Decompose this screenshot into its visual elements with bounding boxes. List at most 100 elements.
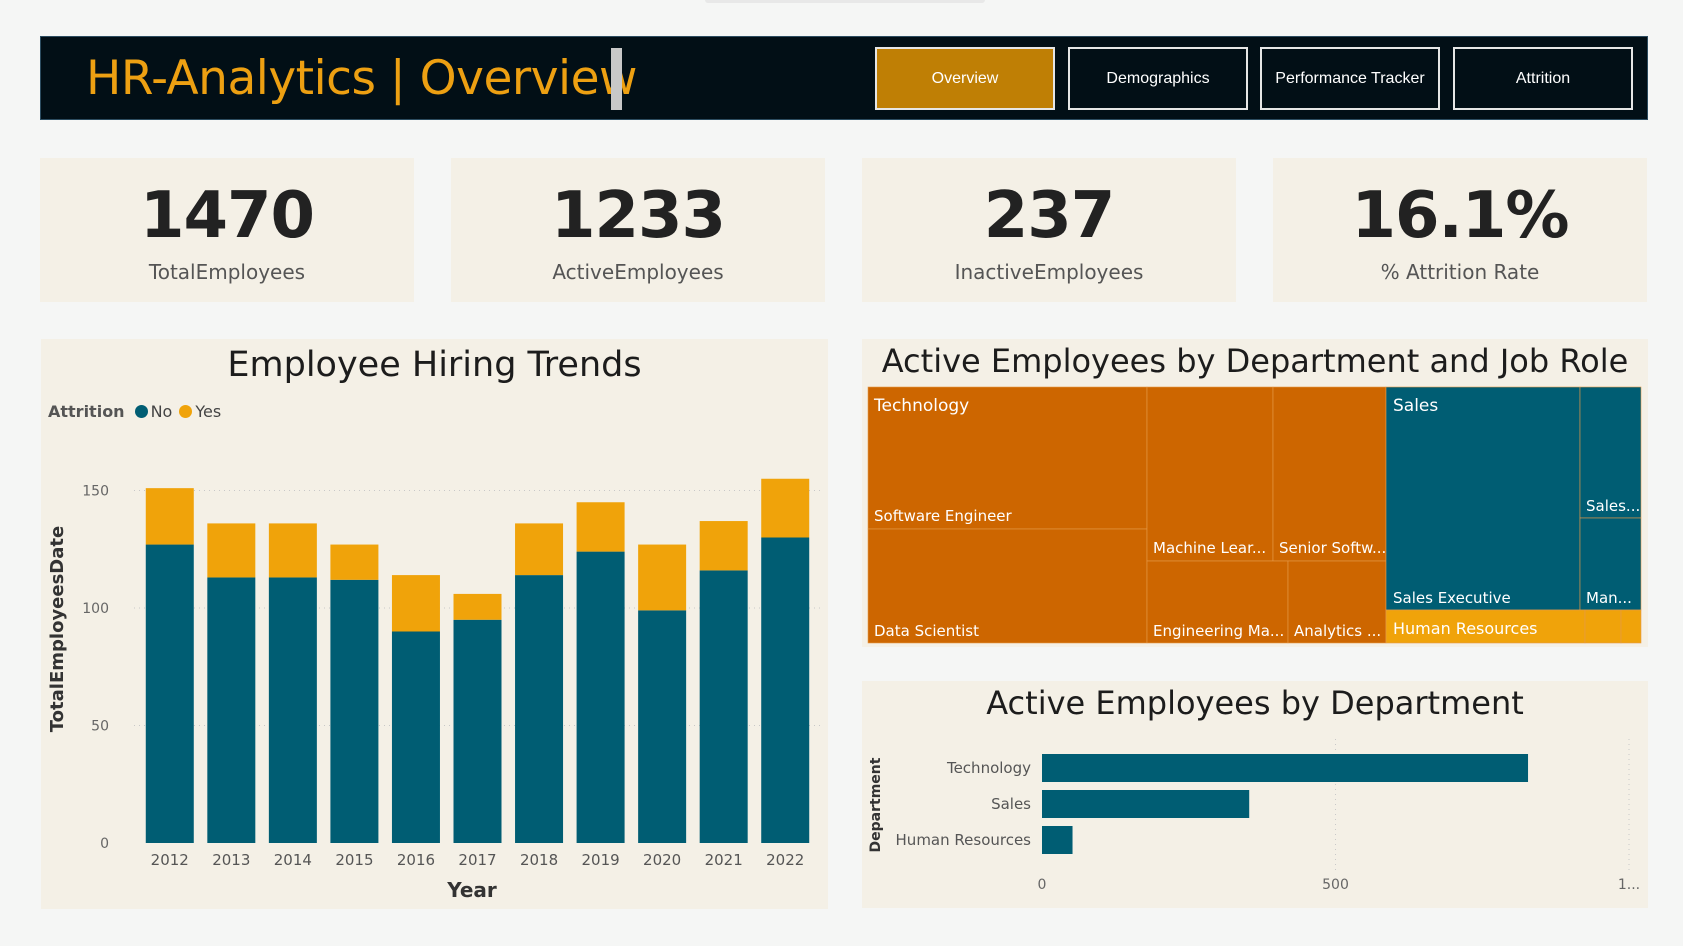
treemap-group-label: Technology	[873, 396, 969, 416]
bar-yes-2015[interactable]	[330, 544, 379, 580]
x-tick-label: 2015	[335, 851, 373, 869]
treemap-group-label: Sales	[1393, 396, 1438, 416]
bar-yes-2012[interactable]	[145, 488, 194, 545]
y-tick-label: 0	[100, 836, 109, 852]
dept-bar-technology[interactable]	[1042, 754, 1529, 782]
x-tick-label: 2017	[458, 851, 496, 869]
legend-label: Yes	[195, 402, 222, 421]
hiring-legend: Attrition No Yes	[48, 402, 228, 421]
kpi-value: 1470	[139, 179, 315, 253]
x-tick-label: 2016	[397, 851, 435, 869]
bar-yes-2018[interactable]	[515, 523, 564, 576]
bar-no-2013[interactable]	[207, 577, 256, 843]
hiring-trends-chart: 0 50 100 150 2012 2013 2014 2015 2016 2017 2018 201…	[47, 478, 821, 902]
y-axis-label: Department	[868, 757, 884, 852]
bar-no-2019[interactable]	[576, 551, 625, 843]
kpi-card-inactive-employees: 237 InactiveEmployees	[862, 158, 1236, 302]
x-tick-label: 2019	[581, 851, 619, 869]
legend-item-no[interactable]: No	[134, 402, 173, 421]
treemap-title: Active Employees by Department and Job R…	[881, 342, 1629, 380]
kpi-value: 237	[983, 179, 1116, 253]
x-tick-label: 2022	[766, 851, 804, 869]
bar-no-2016[interactable]	[391, 631, 440, 844]
treemap-cell-data-scientist[interactable]	[867, 528, 1148, 644]
kpi-card-active-employees: 1233 ActiveEmployees	[451, 158, 825, 302]
nav-attrition-button[interactable]: Attrition	[1453, 47, 1633, 110]
y-tick-label: Human Resources	[896, 831, 1032, 849]
bar-no-2015[interactable]	[330, 579, 379, 843]
y-tick-label: 50	[91, 719, 109, 735]
bar-yes-2013[interactable]	[207, 523, 256, 578]
hiring-trends-title: Employee Hiring Trends	[227, 345, 642, 385]
kpi-value: 16.1%	[1351, 179, 1569, 253]
top-scroll-hint	[705, 0, 985, 3]
kpi-label: ActiveEmployees	[552, 260, 724, 284]
y-tick-label: 100	[82, 601, 109, 617]
kpi-label: TotalEmployees	[148, 260, 306, 284]
department-title: Active Employees by Department	[986, 684, 1524, 722]
kpi-card-total-employees: 1470 TotalEmployees	[40, 158, 414, 302]
x-tick-label: 2014	[274, 851, 312, 869]
bar-yes-2014[interactable]	[268, 523, 317, 578]
treemap-role-label: Man...	[1586, 589, 1632, 607]
treemap-cell-senior-software[interactable]	[1272, 386, 1387, 562]
treemap-cell-sales-executive[interactable]	[1385, 386, 1581, 611]
bar-no-2012[interactable]	[145, 544, 194, 843]
bar-no-2018[interactable]	[515, 575, 564, 843]
x-tick-label: 2018	[520, 851, 558, 869]
x-tick-label: 2013	[212, 851, 250, 869]
bar-yes-2016[interactable]	[391, 575, 440, 632]
x-tick-label: 0	[1038, 877, 1047, 893]
page-title: HR-Analytics | Overview	[86, 51, 637, 106]
treemap-role-label: Software Engineer	[874, 507, 1013, 525]
legend-dot-icon	[134, 405, 148, 418]
treemap-role-label: Analytics ...	[1294, 622, 1381, 640]
bar-no-2014[interactable]	[268, 577, 317, 843]
treemap-role-label: Sales Executive	[1393, 589, 1511, 607]
bar-yes-2020[interactable]	[638, 544, 687, 611]
legend-dot-icon	[179, 405, 193, 418]
nav-demographics-button[interactable]: Demographics	[1068, 47, 1248, 110]
treemap-role-label: Sales...	[1586, 497, 1640, 515]
treemap-cell-engineering-manager[interactable]	[1146, 560, 1289, 644]
treemap-cell-software-engineer[interactable]	[867, 386, 1148, 530]
x-tick-label: 1...	[1618, 877, 1640, 893]
bar-no-2017[interactable]	[453, 619, 502, 843]
kpi-label: % Attrition Rate	[1380, 260, 1540, 284]
department-chart: 0 500 1... Technology Sales Human Resources De…	[868, 739, 1640, 893]
text-cursor	[611, 48, 622, 110]
y-tick-label: 150	[82, 484, 109, 500]
treemap-cell-analytics[interactable]	[1287, 560, 1387, 644]
hiring-trends-panel: Employee Hiring Trends Attrition No Yes …	[41, 339, 828, 909]
treemap-role-label: Machine Lear...	[1153, 539, 1266, 557]
bar-yes-2017[interactable]	[453, 593, 502, 620]
nav-overview-button[interactable]: Overview	[875, 47, 1055, 110]
treemap-cell-hr-role[interactable]	[1620, 609, 1642, 644]
bar-yes-2019[interactable]	[576, 502, 625, 552]
bar-no-2022[interactable]	[761, 537, 810, 844]
treemap-cell-hr-role[interactable]	[1584, 609, 1622, 644]
kpi-label: InactiveEmployees	[954, 260, 1144, 284]
kpi-value: 1233	[550, 179, 726, 253]
x-axis-label: Year	[446, 878, 497, 902]
bar-no-2021[interactable]	[699, 570, 748, 843]
treemap-cell-machine-learning[interactable]	[1146, 386, 1274, 562]
legend-label: No	[150, 402, 173, 421]
treemap-cell-sales-manager[interactable]	[1579, 517, 1642, 611]
legend-item-yes[interactable]: Yes	[179, 402, 221, 421]
dept-bar-human-resources[interactable]	[1042, 826, 1073, 854]
legend-title: Attrition	[48, 402, 125, 421]
nav-performance-tracker-button[interactable]: Performance Tracker	[1260, 47, 1440, 110]
header-bar: HR-Analytics | Overview Overview Demogra…	[40, 36, 1648, 120]
treemap-cell-sales-other[interactable]	[1579, 386, 1642, 519]
bar-yes-2022[interactable]	[761, 478, 810, 538]
x-tick-label: 500	[1322, 877, 1349, 893]
kpi-card-attrition-rate: 16.1% % Attrition Rate	[1273, 158, 1647, 302]
bar-yes-2021[interactable]	[699, 521, 748, 571]
y-tick-label: Sales	[991, 795, 1031, 813]
treemap-role-label: Senior Softw...	[1279, 539, 1386, 557]
bar-no-2020[interactable]	[638, 610, 687, 843]
treemap-cell-human-resources[interactable]	[1385, 609, 1586, 644]
dept-bar-sales[interactable]	[1042, 790, 1250, 818]
y-tick-label: Technology	[946, 759, 1031, 777]
